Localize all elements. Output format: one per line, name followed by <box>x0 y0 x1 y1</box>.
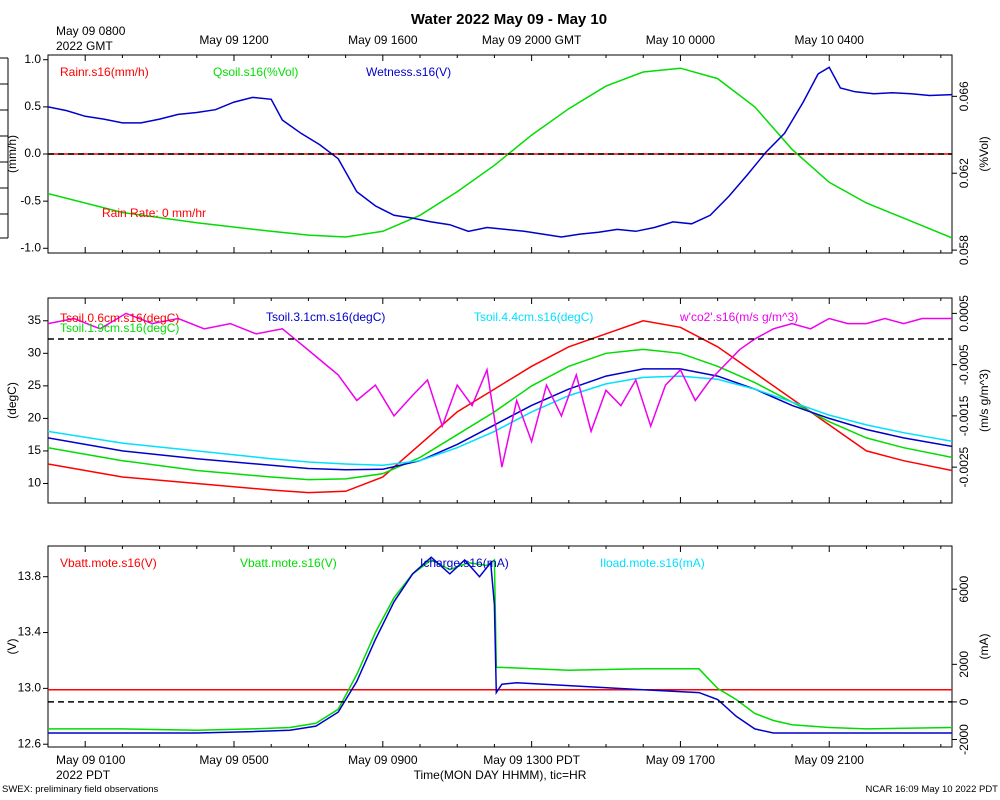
y-left-axis-title: (mm/h) <box>5 135 19 173</box>
y-right-tick-label: 0.058 <box>957 235 971 265</box>
y-left-tick-label: -1.0 <box>20 240 41 254</box>
panel-series <box>48 312 952 494</box>
y-left-tick-label: 20 <box>28 411 42 425</box>
y-right-tick-label: 0 <box>957 698 971 705</box>
y-left-axis-title: (degC) <box>5 382 19 419</box>
y-right-tick-label: 2000 <box>957 651 971 678</box>
top-axis-tick-label: May 10 0400 <box>795 33 865 47</box>
panel-frame <box>47 545 953 748</box>
panel-series <box>48 556 952 734</box>
legend-label: Tsoil.3.1cm.s16(degC) <box>266 310 385 324</box>
top-axis-tick-label: May 09 2000 GMT <box>482 33 582 47</box>
series-line-cyan <box>48 375 952 467</box>
y-left-tick-label: 15 <box>28 443 42 457</box>
bottom-axis-tick-label: May 09 2100 <box>795 753 865 767</box>
legend-label: Wetness.s16(V) <box>366 65 451 79</box>
y-right-tick-label: 0.066 <box>957 81 971 111</box>
y-left-tick-label: 10 <box>28 476 42 490</box>
y-left-axis-title: (V) <box>5 639 19 655</box>
top-axis-origin-label-2: 2022 GMT <box>56 39 113 53</box>
series-line-green <box>48 558 952 732</box>
y-left-tick-label: 35 <box>28 313 42 327</box>
series-line-blue <box>48 556 952 734</box>
series-line-green <box>48 67 952 239</box>
panel-series <box>48 66 952 239</box>
left-edge-marks <box>0 57 9 239</box>
series-line-blue <box>48 368 952 471</box>
bottom-axis-tick-label: May 09 0500 <box>199 753 269 767</box>
x-axis-title: Time(MON DAY HHMM), tic=HR <box>414 768 587 782</box>
bottom-axis-tick-label: May 09 0900 <box>348 753 418 767</box>
legend-label: Vbatt.mote.s16(V) <box>60 556 157 570</box>
y-left-tick-label: 30 <box>28 345 42 359</box>
y-right-axis-title: (m/s g/m^3) <box>977 369 991 432</box>
chart-panels: May 09 1200 May 09 1600 May 09 2000 GMT May… <box>5 33 991 767</box>
footer-right: NCAR 16:09 May 10 2022 PDT <box>865 784 998 795</box>
legend-label: Tsoil.0.6cm.s16(degC) <box>60 311 179 325</box>
series-line-red <box>48 320 952 494</box>
y-left-tick-label: 0.0 <box>24 146 41 160</box>
series-line-blue <box>48 66 952 238</box>
legend-label: Qsoil.s16(%Vol) <box>213 65 298 79</box>
panel-frame <box>47 297 953 504</box>
y-right-tick-label: 0.062 <box>957 158 971 188</box>
y-left-tick-label: 13.4 <box>18 625 42 639</box>
y-left-tick-label: 13.0 <box>18 681 42 695</box>
y-right-tick-label: 0.0005 <box>957 295 971 332</box>
y-left-tick-label: 1.0 <box>24 52 41 66</box>
y-right-tick-label: -0.0025 <box>957 446 971 487</box>
top-axis-tick-label: May 09 1200 <box>199 33 269 47</box>
panel-soil-temperature-flux: 10 15 20 25 30 35 -0.0025 -0.0015 -0.0005 0.0005 (… <box>5 295 991 504</box>
bottom-axis-tick-label: May 09 1700 <box>646 753 716 767</box>
y-right-axis-title: (%Vol) <box>977 136 991 171</box>
y-right-tick-label: -0.0005 <box>957 344 971 385</box>
bottom-axis-origin-label: May 09 0100 <box>56 753 126 767</box>
y-left-tick-label: 12.6 <box>18 736 42 750</box>
series-line-magenta <box>48 312 952 468</box>
panel-battery: 12.6 13.0 13.4 13.8 -2000 0 2000 6000 (V) (mA) Vba… <box>5 545 991 755</box>
legend-label: Icharge.s16(mA) <box>420 556 509 570</box>
y-left-tick-label: 25 <box>28 378 42 392</box>
chart-title: Water 2022 May 09 - May 10 <box>411 11 607 28</box>
y-right-tick-label: -2000 <box>957 724 971 755</box>
y-right-axis-title: (mA) <box>977 634 991 660</box>
bottom-axis-tick-label: May 09 1300 PDT <box>483 753 580 767</box>
legend-label: w'co2'.s16(m/s g/m^3) <box>679 310 798 324</box>
y-left-tick-label: 0.5 <box>24 99 41 113</box>
footer-left: SWEX: preliminary field observations <box>2 784 159 795</box>
legend-label: Iload.mote.s16(mA) <box>600 556 705 570</box>
y-left-tick-label: -0.5 <box>20 193 41 207</box>
y-left-tick-label: 13.8 <box>18 569 42 583</box>
panel-rain-soil-wetness: -1.0 -0.5 0.0 0.5 1.0 0.058 0.062 0.066 (mm/h) (%… <box>5 52 991 265</box>
legend-label: Tsoil.4.4cm.s16(degC) <box>474 310 593 324</box>
legend-label: Tsoil.1.9cm.s16(degC) <box>60 321 179 335</box>
legend-label: Vbatt.mote.s16(V) <box>240 556 337 570</box>
y-right-tick-label: 6000 <box>957 576 971 603</box>
bottom-axis-origin-label-2: 2022 PDT <box>56 768 111 782</box>
top-axis-origin-label: May 09 0800 <box>56 24 126 38</box>
legend-label: Rainr.s16(mm/h) <box>60 65 149 79</box>
top-axis-tick-label: May 10 0000 <box>646 33 716 47</box>
y-right-tick-label: -0.0015 <box>957 395 971 436</box>
top-axis-tick-label: May 09 1600 <box>348 33 418 47</box>
rain-rate-annotation: Rain Rate: 0 mm/hr <box>102 206 206 220</box>
